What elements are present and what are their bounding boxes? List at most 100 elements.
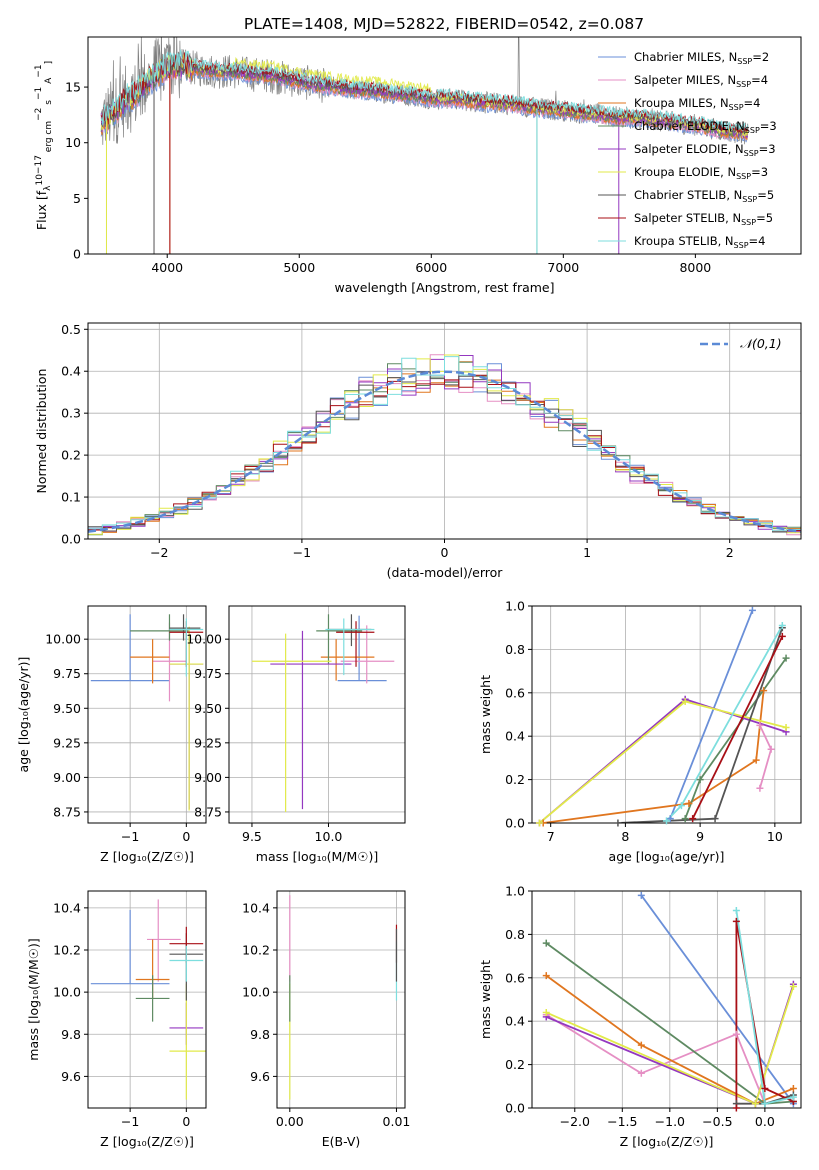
weight-marker xyxy=(542,939,550,947)
y-tick-label: 9.50 xyxy=(194,701,222,716)
weight-marker xyxy=(751,1100,759,1108)
weight-marker xyxy=(767,745,775,753)
x-tick-label: 5000 xyxy=(283,260,315,275)
y-tick-label: 10 xyxy=(65,135,81,150)
y-tick-label: 9.00 xyxy=(194,770,222,785)
y-tick-label: 0.2 xyxy=(505,1057,525,1072)
axes-frame xyxy=(87,890,207,1109)
x-tick-label: −1 xyxy=(293,545,311,560)
figure-title: PLATE=1408, MJD=52822, FIBERID=0542, z=0… xyxy=(244,15,644,33)
x-axis-label: mass [log₁₀(M/M☉)] xyxy=(256,849,378,864)
y-axis-label: Flux [fλ10−17 erg cm−2 s−1 A−1] xyxy=(34,61,54,230)
weight-line xyxy=(545,974,794,1105)
y-axis-label: mass weight xyxy=(478,960,493,1039)
x-axis-label: Z [log₁₀(Z/Z☉)] xyxy=(620,1134,714,1149)
weight-marker xyxy=(752,756,760,764)
x-tick-label: 6000 xyxy=(415,260,447,275)
weight-marker xyxy=(614,819,622,827)
axes-frame xyxy=(276,890,406,1109)
y-tick-label: 8.75 xyxy=(194,804,222,819)
y-tick-label: 9.6 xyxy=(250,1069,270,1084)
x-axis-label: E(B-V) xyxy=(322,1134,361,1149)
weight-marker xyxy=(732,1104,740,1112)
y-tick-label: 9.25 xyxy=(53,735,81,750)
x-tick-label: 8000 xyxy=(679,260,711,275)
weight-marker xyxy=(685,799,693,807)
axes-frame xyxy=(87,605,207,824)
y-tick-label: 9.75 xyxy=(53,666,81,681)
x-tick-label: 1 xyxy=(583,545,591,560)
x-tick-label: 0 xyxy=(182,1114,190,1129)
legend-label: Salpeter ELODIE, NSSP=3 xyxy=(634,142,776,158)
x-axis-label: (data-model)/error xyxy=(387,565,504,580)
y-tick-label: 8.75 xyxy=(53,804,81,819)
x-tick-label: −0.5 xyxy=(702,1114,732,1129)
weight-marker xyxy=(760,687,768,695)
y-tick-label: 15 xyxy=(65,80,81,95)
y-tick-label: 0.3 xyxy=(61,406,81,421)
histogram-step xyxy=(88,356,801,539)
x-tick-label: −1.0 xyxy=(655,1114,685,1129)
weight-marker xyxy=(681,815,689,823)
y-tick-label: 0 xyxy=(73,247,81,262)
weight-marker xyxy=(677,802,685,810)
weight-marker xyxy=(637,1041,645,1049)
x-axis-label: age [log₁₀(age/yr)] xyxy=(609,849,725,864)
y-tick-label: 9.6 xyxy=(61,1069,81,1084)
y-tick-label: 0.6 xyxy=(505,970,525,985)
y-tick-label: 10.0 xyxy=(242,985,270,1000)
y-tick-label: 5 xyxy=(73,191,81,206)
weight-marker xyxy=(789,1093,797,1101)
weight-marker xyxy=(535,819,543,827)
y-axis-label: mass [log₁₀(M/M☉)] xyxy=(26,938,41,1060)
weight-marker xyxy=(696,776,704,784)
y-tick-label: 10.0 xyxy=(53,985,81,1000)
legend-label: 𝒩(0,1) xyxy=(740,336,782,351)
weight-marker xyxy=(681,697,689,705)
x-tick-label: 0.00 xyxy=(276,1114,304,1129)
x-tick-label: 8 xyxy=(621,829,629,844)
y-tick-label: 0.4 xyxy=(505,1014,525,1029)
panel-age-vs-mass: 9.5 10.0 8.75 9.00 9.25 9.50 9.75 10.00 mass [lo… xyxy=(186,605,406,864)
panel-age-vs-metallicity: −1 0 8.75 9.00 9.25 9.50 9.75 10.00 Z [log₁₀(Z/Z… xyxy=(16,605,207,864)
weight-marker xyxy=(778,622,786,630)
y-axis-label: age [log₁₀(age/yr)] xyxy=(16,657,31,773)
y-tick-label: 1.0 xyxy=(505,884,525,899)
x-tick-label: 7 xyxy=(547,829,555,844)
x-tick-label: −1.5 xyxy=(607,1114,637,1129)
y-tick-label: 10.2 xyxy=(242,942,270,957)
panel-mass-vs-ebv: 0.00 0.01 9.6 9.8 10.0 10.2 10.4 E(B-V) xyxy=(242,890,410,1149)
plot-area xyxy=(538,609,787,823)
weight-marker xyxy=(542,972,550,980)
weight-marker xyxy=(732,1030,740,1038)
x-tick-label: −1 xyxy=(121,1114,139,1129)
model-fit-line xyxy=(100,52,749,134)
y-axis-label: Normed distribution xyxy=(34,369,49,494)
x-tick-label: −1 xyxy=(121,829,139,844)
weight-marker xyxy=(761,1084,769,1092)
plot-area xyxy=(88,354,801,539)
weight-marker xyxy=(778,632,786,640)
y-tick-label: 0.2 xyxy=(61,448,81,463)
y-tick-label: 0.8 xyxy=(505,642,525,657)
weight-marker xyxy=(748,606,756,614)
x-tick-label: 10.0 xyxy=(315,829,343,844)
weight-marker xyxy=(782,724,790,732)
x-tick-label: −2 xyxy=(150,545,168,560)
x-axis-label: wavelength [Angstrom, rest frame] xyxy=(334,280,554,295)
weight-marker xyxy=(689,815,697,823)
weight-marker xyxy=(732,907,740,915)
plot-area xyxy=(251,614,395,812)
y-tick-label: 0.0 xyxy=(505,816,525,831)
legend-label: Kroupa ELODIE, NSSP=3 xyxy=(634,165,768,181)
panel-residuals: −2 −1 0 1 2 0.0 0.1 0.2 0.3 0.4 0.5 (data-model)/er… xyxy=(34,322,802,580)
axes-frame xyxy=(87,36,802,255)
legend-label: Chabrier MILES, NSSP=2 xyxy=(634,50,769,66)
x-tick-label: −2.0 xyxy=(560,1114,590,1129)
x-tick-label: 0.0 xyxy=(755,1114,775,1129)
panel-mass-vs-metallicity: −1 0 9.6 9.8 10.0 10.2 10.4 Z [log₁₀(Z/Z☉)] mass… xyxy=(26,890,207,1149)
x-tick-label: 0 xyxy=(182,829,190,844)
x-tick-label: 2 xyxy=(726,545,734,560)
weight-line xyxy=(669,609,754,820)
weight-marker xyxy=(637,891,645,899)
